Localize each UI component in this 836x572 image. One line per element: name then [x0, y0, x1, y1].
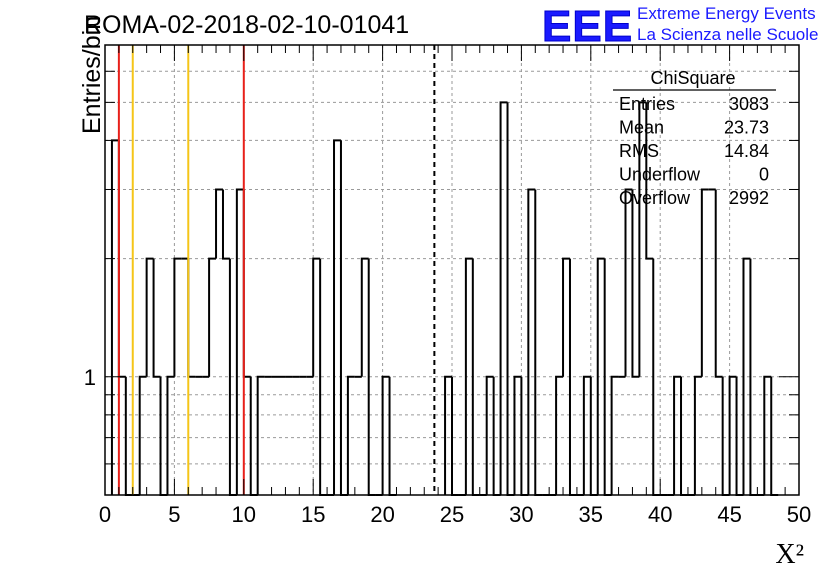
- logo-line-1: Extreme Energy Events: [637, 4, 816, 23]
- x-tick-label: 50: [787, 502, 811, 527]
- histogram-bin: [499, 101, 508, 495]
- histogram-bin: [221, 189, 230, 260]
- histogram-bin: [312, 257, 321, 377]
- stats-rows: Entries 3083 Mean 23.73 RMS 14.84 Underflow 0 Ov…: [619, 94, 769, 208]
- stats-row-label: Overflow: [619, 188, 691, 208]
- histogram-bin: [700, 188, 709, 377]
- x-tick-label: 40: [648, 502, 672, 527]
- marker-lines: [117, 45, 436, 495]
- histogram-bin: [714, 189, 723, 378]
- stats-row-label: Entries: [619, 94, 675, 114]
- histogram-bin: [208, 257, 217, 377]
- histogram-bin: [763, 375, 772, 495]
- logo-line-2: La Scienza nelle Scuole: [637, 25, 818, 44]
- histogram-bin: [166, 375, 175, 495]
- histogram-bin: [138, 375, 147, 495]
- eee-logo: EEE Extreme Energy Events La Scienza nel…: [542, 2, 819, 52]
- x-tick-label: 30: [509, 502, 533, 527]
- histogram-bin: [693, 375, 702, 495]
- stats-box: ChiSquare Entries 3083 Mean 23.73 RMS 14.84 Un…: [613, 68, 776, 208]
- histogram-bin: [631, 189, 640, 378]
- y-tick-label: 1: [84, 365, 96, 390]
- histogram-bin: [582, 375, 591, 495]
- histogram-bin: [742, 257, 751, 495]
- histogram-bin: [555, 375, 564, 495]
- histogram-bin: [638, 101, 647, 377]
- histogram-bin: [256, 375, 265, 495]
- stats-row-value: 0: [759, 165, 769, 185]
- x-tick-label: 35: [579, 502, 603, 527]
- histogram-bin: [360, 257, 369, 377]
- stats-row-label: RMS: [619, 141, 659, 161]
- grid-lines: [105, 45, 799, 495]
- stats-row-label: Underflow: [619, 165, 701, 185]
- x-tick-label: 45: [717, 502, 741, 527]
- x-tick-label: 0: [99, 502, 111, 527]
- histogram-bin: [215, 188, 223, 259]
- histogram-bin: [152, 258, 161, 378]
- stats-row-value: 23.73: [724, 118, 769, 138]
- x-tick-label: 10: [232, 502, 256, 527]
- x-tick-label: 25: [440, 502, 464, 527]
- histogram-bin: [527, 188, 536, 495]
- histogram-bin: [513, 375, 522, 495]
- histogram-bin: [333, 139, 341, 495]
- stats-row-value: 2992: [729, 188, 769, 208]
- histogram-bin: [381, 375, 390, 495]
- x-tick-label: 20: [370, 502, 394, 527]
- axes: 0 5 10 15 20 25 30 35 40 45 50 1: [84, 44, 811, 527]
- histogram-bin: [173, 257, 182, 377]
- x-tick-label: 5: [168, 502, 180, 527]
- histogram-bin: [610, 375, 619, 495]
- histogram-bin: [562, 257, 570, 377]
- x-tick-label: 15: [301, 502, 325, 527]
- stats-box-title: ChiSquare: [650, 68, 735, 88]
- histogram-bin: [464, 257, 473, 495]
- stats-row-value: 14.84: [724, 141, 769, 161]
- stats-row-label: Mean: [619, 118, 664, 138]
- histogram-bin: [673, 375, 682, 495]
- histogram-bin: [624, 188, 633, 377]
- histogram-bin: [485, 375, 494, 495]
- chart-title: ROMA-02-2018-02-10-01041: [84, 11, 409, 39]
- stats-row-value: 3083: [729, 94, 769, 114]
- histogram-bin: [346, 375, 355, 495]
- histogram-bin: [444, 375, 452, 495]
- x-axis-label: X²: [775, 539, 804, 570]
- histogram-bin: [145, 257, 154, 377]
- histogram-bin: [596, 257, 605, 495]
- histogram-bin: [728, 375, 737, 495]
- y-axis-label: Entries/bin: [78, 16, 106, 134]
- histogram-bin: [645, 102, 654, 260]
- logo-mark: EEE: [542, 2, 633, 51]
- histogram-bin: [235, 188, 244, 495]
